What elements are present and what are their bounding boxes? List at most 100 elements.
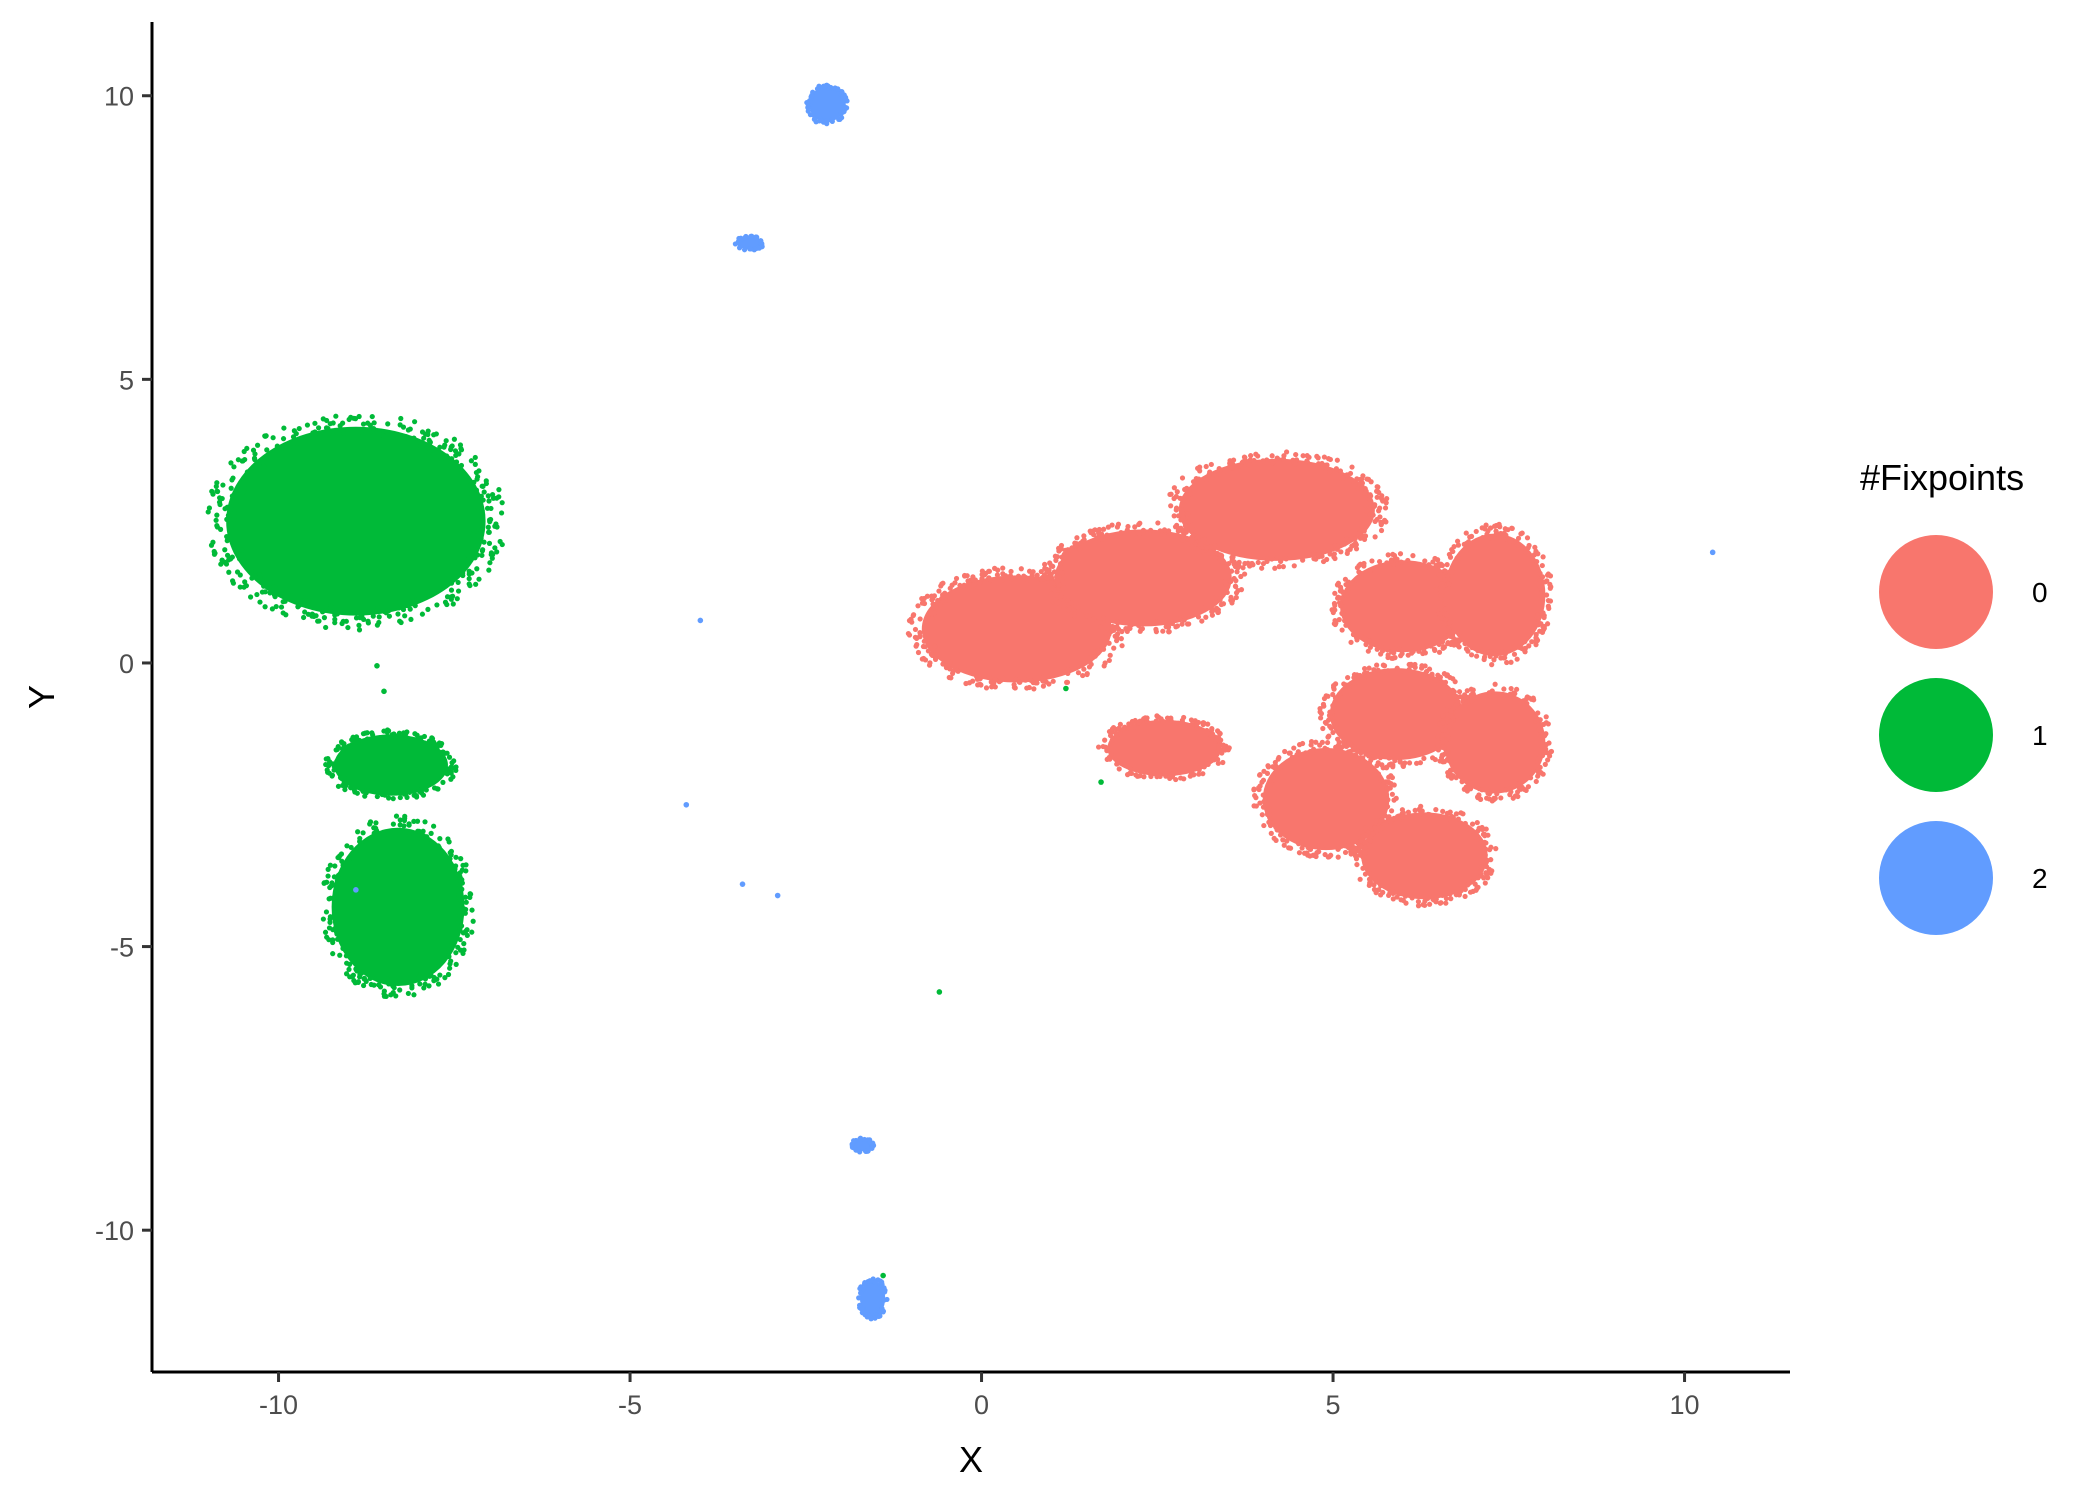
data-point [1501, 686, 1507, 692]
data-point [1098, 624, 1104, 630]
data-point [1316, 849, 1322, 855]
data-point [458, 856, 464, 862]
data-point [1442, 727, 1448, 733]
data-point [1454, 701, 1460, 708]
series-0-cluster-9 [1096, 713, 1232, 783]
data-point [824, 117, 830, 124]
data-point [1410, 553, 1416, 559]
data-point [1109, 737, 1116, 743]
data-point [400, 606, 407, 613]
data-point [1365, 672, 1371, 679]
data-point [1087, 658, 1093, 664]
data-point [1274, 554, 1281, 560]
data-point [1547, 585, 1553, 591]
data-point [987, 577, 994, 583]
data-point [839, 115, 845, 121]
data-point [1363, 859, 1369, 865]
data-point [1530, 768, 1537, 774]
cluster-core [1178, 458, 1375, 561]
data-point [1540, 610, 1546, 616]
data-point [456, 564, 462, 570]
data-point [942, 590, 948, 596]
data-point [915, 603, 921, 609]
data-point [1379, 648, 1386, 654]
data-point [469, 907, 475, 913]
data-point [1272, 759, 1278, 766]
data-point [1465, 539, 1472, 545]
data-point [1468, 652, 1475, 658]
data-point [228, 460, 234, 466]
data-point [409, 983, 415, 989]
data-point [376, 614, 382, 620]
data-point [348, 785, 354, 791]
data-point [315, 425, 322, 431]
data-point [452, 448, 459, 454]
data-point [1358, 570, 1364, 577]
data-point [355, 979, 361, 985]
data-point [279, 445, 285, 452]
series-2-cluster-0 [804, 82, 850, 127]
data-point [220, 482, 226, 488]
data-point [1385, 885, 1391, 891]
data-point [333, 413, 339, 419]
data-point [432, 449, 438, 455]
data-point [1125, 523, 1131, 530]
data-point [295, 604, 301, 610]
data-point [445, 971, 452, 978]
data-point [867, 1137, 873, 1143]
data-point [428, 830, 434, 836]
data-point [1127, 765, 1133, 772]
data-point [1329, 709, 1335, 715]
data-point [1338, 603, 1344, 609]
data-point [271, 584, 277, 590]
data-point [1259, 565, 1265, 571]
data-point [369, 730, 375, 736]
data-point [358, 786, 365, 792]
data-point [1536, 726, 1542, 733]
data-point [1354, 679, 1360, 685]
data-point [1422, 898, 1428, 904]
x-tick-label: 10 [1670, 1390, 1700, 1420]
data-point [1371, 767, 1377, 774]
data-point [1047, 671, 1054, 678]
data-point [1029, 572, 1035, 578]
data-point [1198, 541, 1204, 548]
data-point [448, 587, 455, 593]
data-point [865, 1148, 871, 1154]
data-point [274, 443, 280, 449]
data-point [205, 509, 211, 515]
data-point [1422, 670, 1428, 677]
data-point [857, 1290, 864, 1296]
data-point [1492, 795, 1498, 801]
data-point [1402, 760, 1408, 766]
data-point [463, 862, 469, 868]
data-point [1280, 837, 1286, 843]
data-point [1327, 551, 1333, 557]
data-point [288, 593, 294, 599]
data-point [1349, 464, 1355, 470]
data-point [333, 907, 339, 913]
data-point [1267, 782, 1273, 788]
data-point [877, 1313, 883, 1319]
data-point [228, 556, 234, 562]
data-point [1315, 455, 1321, 461]
data-point [364, 730, 370, 736]
data-point [1157, 773, 1163, 779]
data-point [1286, 845, 1292, 851]
data-point [1253, 795, 1259, 801]
data-point [290, 434, 297, 440]
data-point [977, 580, 983, 586]
data-point [395, 611, 401, 617]
data-point [1441, 744, 1447, 750]
data-point [1189, 537, 1195, 544]
data-point [1384, 764, 1390, 770]
data-point [1422, 558, 1428, 564]
data-point [1031, 686, 1037, 692]
data-point [403, 434, 409, 440]
data-point [242, 579, 248, 585]
data-point [216, 495, 223, 501]
data-point [1456, 689, 1463, 695]
data-point [1144, 719, 1150, 725]
data-point [437, 972, 443, 978]
data-point [1364, 476, 1370, 482]
